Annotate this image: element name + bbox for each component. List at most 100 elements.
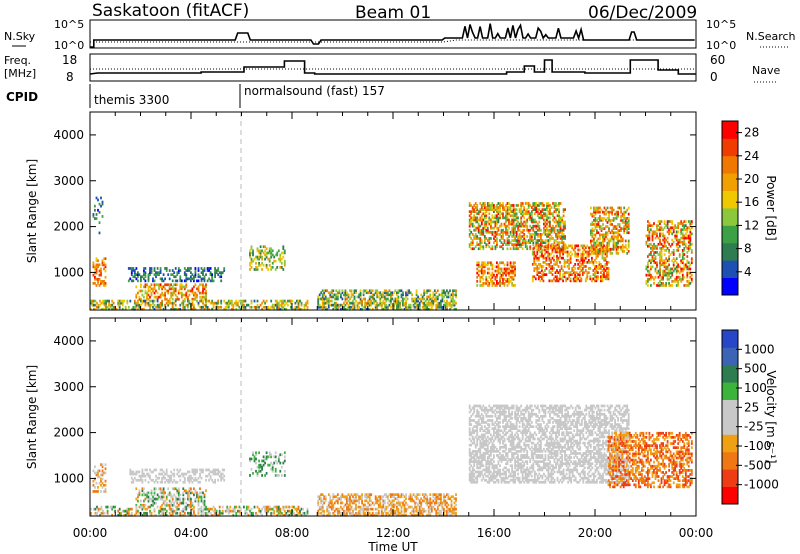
range-gate-cell	[161, 468, 163, 472]
range-gate-cell	[535, 202, 538, 205]
range-gate-cell	[206, 468, 209, 472]
range-gate-cell	[455, 307, 457, 311]
range-gate-cell	[482, 284, 485, 287]
range-gate-cell	[508, 267, 510, 271]
range-gate-cell	[677, 249, 680, 252]
range-gate-cell	[214, 480, 216, 484]
range-gate-cell	[509, 271, 512, 275]
range-gate-cell	[140, 283, 142, 287]
range-gate-cell	[662, 232, 664, 236]
range-gate-cell	[382, 499, 385, 503]
range-gate-cell	[535, 230, 538, 234]
range-gate-cell	[593, 233, 595, 237]
range-gate-cell	[689, 238, 692, 242]
range-gate-cell	[681, 228, 684, 232]
range-gate-cell	[382, 501, 385, 505]
range-gate-cell	[393, 301, 395, 305]
range-gate-cell	[377, 511, 380, 515]
range-gate-cell	[376, 307, 379, 311]
range-gate-cell	[523, 233, 526, 236]
range-gate-cell	[681, 267, 684, 271]
range-gate-cell	[385, 505, 388, 509]
range-gate-cell	[396, 493, 398, 496]
range-gate-cell	[483, 269, 486, 273]
range-gate-cell	[170, 501, 173, 505]
range-gate-cell	[575, 244, 578, 248]
range-gate-cell	[496, 282, 498, 285]
range-gate-cell	[577, 263, 580, 266]
range-gate-cell	[386, 511, 389, 515]
range-gate-cell	[133, 513, 136, 517]
range-gate-cell	[499, 282, 501, 285]
range-gate-cell	[482, 282, 485, 285]
range-gate-cell	[470, 210, 473, 213]
range-gate-cell	[185, 269, 188, 272]
range-gate-cell	[577, 258, 580, 262]
range-gate-cell	[662, 282, 664, 285]
range-gate-cell	[380, 293, 383, 297]
range-gate-cell	[597, 208, 600, 212]
range-gate-cell	[261, 459, 263, 463]
range-gate-cell	[659, 261, 661, 265]
range-gate-cell	[235, 513, 238, 517]
range-gate-cell	[383, 493, 386, 496]
range-gate-cell	[282, 299, 285, 303]
range-gate-cell	[677, 275, 680, 279]
range-gate-cell	[678, 244, 681, 248]
range-gate-cell	[385, 289, 388, 293]
range-gate-cell	[171, 507, 174, 511]
range-gate-cell	[689, 236, 692, 240]
range-gate-cell	[435, 509, 438, 513]
range-gate-cell	[557, 256, 560, 260]
range-gate-cell	[179, 275, 182, 279]
range-gate-cell	[385, 297, 388, 301]
range-gate-cell	[534, 277, 537, 281]
range-gate-cell	[455, 291, 457, 295]
range-gate-cell	[211, 478, 213, 482]
range-gate-cell	[137, 493, 139, 497]
range-gate-cell	[385, 293, 388, 297]
range-gate-cell	[486, 228, 489, 232]
range-gate-cell	[615, 227, 618, 230]
range-gate-cell	[265, 455, 268, 459]
range-gate-cell	[674, 259, 677, 263]
range-gate-cell	[515, 230, 518, 234]
range-gate-cell	[168, 476, 171, 480]
range-gate-cell	[365, 505, 368, 509]
range-gate-cell	[158, 472, 160, 476]
range-gate-cell	[355, 499, 357, 503]
range-gate-cell	[317, 301, 320, 305]
range-gate-cell	[473, 218, 476, 222]
range-gate-cell	[491, 265, 494, 269]
range-gate-cell	[183, 285, 186, 289]
range-gate-cell	[141, 470, 144, 474]
range-gate-cell	[382, 505, 385, 509]
range-gate-cell	[514, 269, 516, 273]
range-gate-cell	[255, 511, 257, 515]
range-gate-cell	[572, 279, 575, 283]
range-gate-cell	[586, 261, 589, 264]
range-gate-cell	[672, 265, 675, 269]
range-gate-cell	[426, 501, 429, 505]
range-gate-cell	[91, 299, 94, 303]
range-gate-cell	[249, 249, 251, 253]
range-gate-cell	[602, 227, 604, 230]
range-gate-cell	[138, 289, 141, 293]
range-gate-cell	[424, 299, 427, 303]
range-gate-cell	[602, 245, 604, 249]
range-gate-cell	[615, 225, 618, 228]
range-gate-cell	[149, 474, 151, 478]
range-gate-cell	[176, 307, 179, 311]
range-gate-cell	[179, 277, 182, 281]
range-gate-cell	[368, 297, 371, 301]
range-gate-cell	[321, 503, 324, 507]
range-gate-cell	[446, 295, 448, 299]
range-gate-cell	[606, 206, 609, 210]
range-gate-cell	[471, 216, 474, 220]
range-gate-cell	[512, 284, 515, 287]
range-gate-cell	[194, 293, 197, 297]
range-gate-cell	[274, 259, 277, 263]
range-gate-cell	[520, 220, 523, 224]
range-gate-cell	[95, 259, 98, 263]
range-gate-cell	[653, 247, 655, 250]
